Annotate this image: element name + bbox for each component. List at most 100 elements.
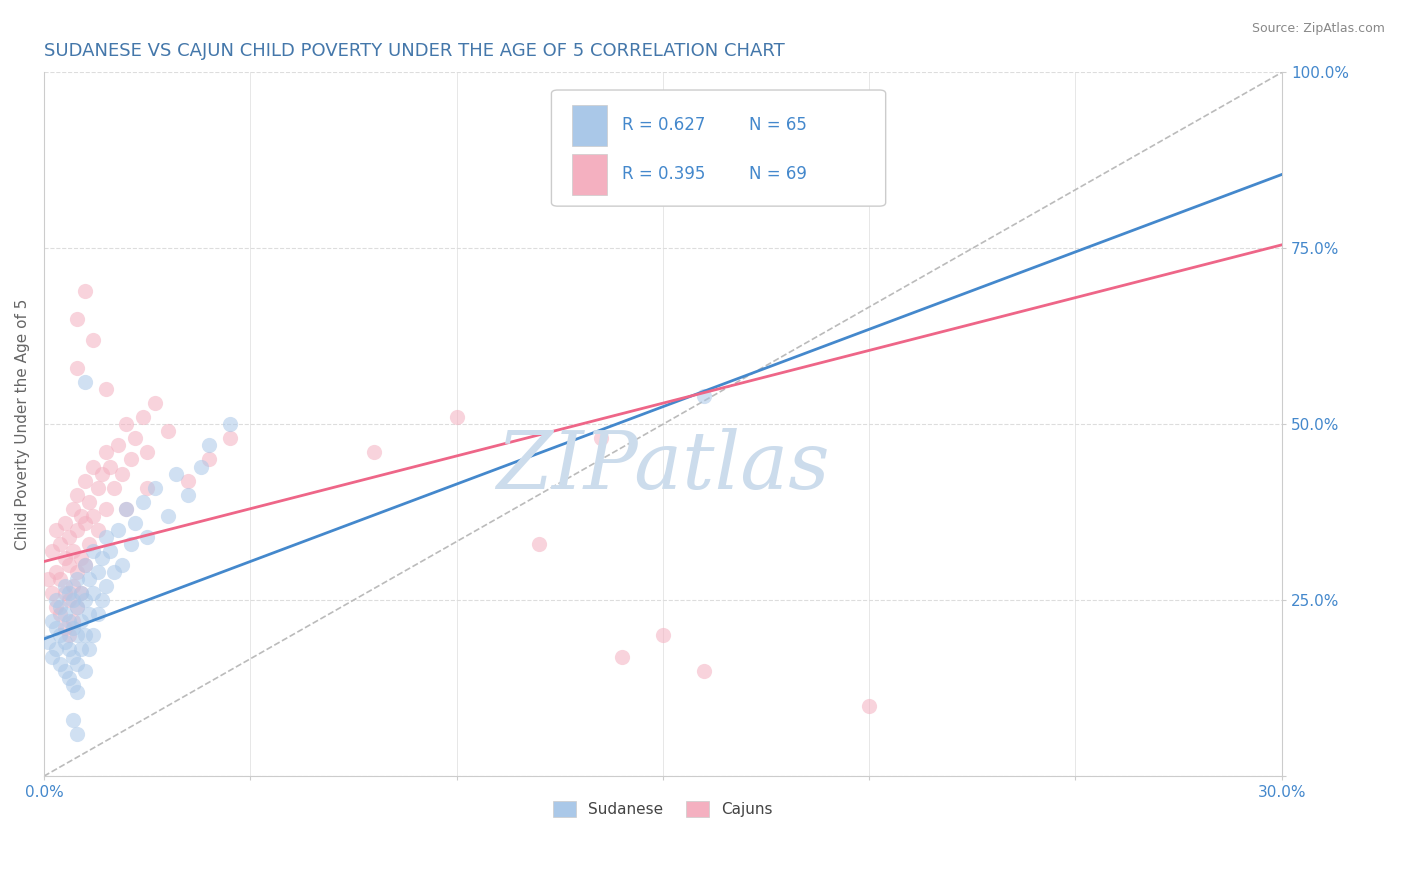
Point <box>90 467 112 481</box>
Point <box>53 664 76 678</box>
Point <box>132 410 155 425</box>
Point <box>190 459 212 474</box>
Point <box>82 628 104 642</box>
Point <box>94 501 117 516</box>
Point <box>75 558 97 572</box>
Point <box>136 445 159 459</box>
Point <box>94 445 117 459</box>
Point <box>120 452 142 467</box>
Point <box>82 459 104 474</box>
Point <box>165 467 187 481</box>
Point <box>94 579 117 593</box>
Point <box>66 600 89 615</box>
Point <box>70 586 93 600</box>
Point <box>37 572 59 586</box>
Point <box>198 452 221 467</box>
Point <box>53 586 76 600</box>
Point <box>75 558 97 572</box>
Point <box>53 635 76 649</box>
Point <box>651 628 673 642</box>
Point <box>37 635 59 649</box>
Point <box>98 544 121 558</box>
Point <box>58 593 80 607</box>
Point <box>82 586 104 600</box>
Point <box>111 558 134 572</box>
Point <box>62 593 84 607</box>
Point <box>363 445 385 459</box>
Point <box>62 501 84 516</box>
Point <box>111 467 134 481</box>
Point <box>41 615 63 629</box>
Point <box>66 361 89 376</box>
Point <box>120 537 142 551</box>
Point <box>75 593 97 607</box>
Point <box>41 544 63 558</box>
Point <box>90 593 112 607</box>
Point <box>858 698 880 713</box>
Text: Source: ZipAtlas.com: Source: ZipAtlas.com <box>1251 22 1385 36</box>
Point <box>103 565 125 579</box>
Point <box>136 481 159 495</box>
Point <box>107 438 129 452</box>
Point <box>66 523 89 537</box>
Point <box>58 642 80 657</box>
Point <box>70 642 93 657</box>
Point <box>124 516 146 530</box>
Point <box>98 459 121 474</box>
Point <box>49 600 72 615</box>
Point <box>94 530 117 544</box>
Point <box>49 537 72 551</box>
Point <box>86 607 108 622</box>
Point <box>49 657 72 671</box>
Point <box>143 481 166 495</box>
Point <box>218 431 240 445</box>
Point <box>53 607 76 622</box>
Point <box>132 494 155 508</box>
Point <box>156 508 179 523</box>
Point <box>115 501 138 516</box>
Point <box>70 508 93 523</box>
Point <box>77 607 100 622</box>
Point <box>49 607 72 622</box>
Point <box>45 523 67 537</box>
Point <box>86 481 108 495</box>
Y-axis label: Child Poverty Under the Age of 5: Child Poverty Under the Age of 5 <box>15 299 30 550</box>
Point <box>66 488 89 502</box>
Text: N = 65: N = 65 <box>749 116 807 134</box>
Point <box>45 642 67 657</box>
Point <box>66 311 89 326</box>
Point <box>45 621 67 635</box>
Point <box>75 516 97 530</box>
Point <box>218 417 240 432</box>
Point <box>58 628 80 642</box>
Point <box>446 410 468 425</box>
Point <box>53 516 76 530</box>
Point <box>41 649 63 664</box>
Point <box>45 565 67 579</box>
Point <box>77 537 100 551</box>
Text: R = 0.627: R = 0.627 <box>621 116 706 134</box>
Point <box>75 474 97 488</box>
Point <box>66 684 89 698</box>
Legend: Sudanese, Cajuns: Sudanese, Cajuns <box>546 794 780 825</box>
Point <box>62 579 84 593</box>
Point <box>94 382 117 396</box>
Point <box>75 664 97 678</box>
Point <box>589 431 612 445</box>
Point <box>82 333 104 347</box>
Point <box>693 389 716 403</box>
Point <box>66 628 89 642</box>
Point <box>62 615 84 629</box>
Point <box>62 678 84 692</box>
Point <box>177 488 200 502</box>
Point <box>70 551 93 566</box>
Text: ZIPatlas: ZIPatlas <box>496 428 830 505</box>
Point <box>49 628 72 642</box>
Text: R = 0.395: R = 0.395 <box>621 166 706 184</box>
Point <box>90 551 112 566</box>
Point <box>66 572 89 586</box>
Point <box>75 375 97 389</box>
Point <box>66 600 89 615</box>
Point <box>136 530 159 544</box>
Point <box>86 523 108 537</box>
